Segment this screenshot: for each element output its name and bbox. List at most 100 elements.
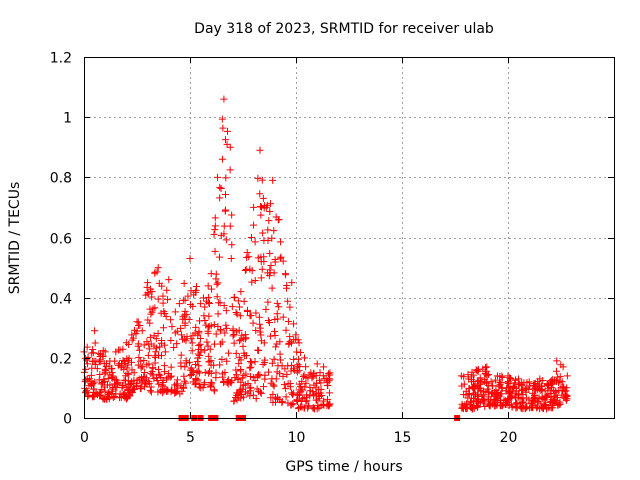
data-point — [284, 297, 292, 305]
data-point — [275, 303, 283, 311]
data-point — [306, 387, 314, 395]
data-point — [259, 194, 267, 202]
data-point — [178, 331, 186, 339]
data-point — [267, 261, 275, 269]
data-point — [123, 395, 131, 403]
data-point — [506, 394, 514, 402]
data-point — [143, 283, 151, 291]
data-point — [251, 377, 259, 385]
data-point — [99, 379, 107, 387]
data-point — [127, 380, 135, 388]
data-point — [137, 357, 145, 365]
data-point — [481, 402, 489, 410]
data-point — [256, 146, 264, 154]
data-point — [474, 399, 482, 407]
x-tick-label: 15 — [394, 430, 412, 446]
data-point — [256, 190, 264, 198]
data-point — [222, 307, 230, 315]
data-point — [271, 316, 279, 324]
data-point — [537, 400, 545, 408]
data-point — [188, 370, 196, 378]
data-point — [550, 393, 558, 401]
data-point — [222, 321, 230, 329]
data-point — [277, 253, 285, 261]
data-point — [268, 359, 276, 367]
data-point — [290, 320, 298, 328]
data-point — [518, 379, 526, 387]
data-point — [533, 397, 541, 405]
data-point — [158, 381, 166, 389]
data-point — [104, 389, 112, 397]
data-point — [134, 361, 142, 369]
data-point — [269, 398, 277, 406]
data-point — [100, 395, 108, 403]
data-point — [120, 365, 128, 373]
data-point — [260, 339, 268, 347]
data-point — [179, 315, 187, 323]
data-point — [301, 404, 309, 412]
data-point — [181, 377, 189, 385]
data-point — [211, 222, 219, 230]
data-point — [319, 372, 327, 380]
data-point — [317, 379, 325, 387]
data-point — [89, 380, 97, 388]
data-point — [235, 326, 243, 334]
data-point — [140, 373, 148, 381]
data-point — [149, 371, 157, 379]
data-point — [211, 214, 219, 222]
data-point — [214, 322, 222, 330]
data-point — [91, 360, 99, 368]
data-point — [310, 404, 318, 412]
data-point — [504, 372, 512, 380]
data-point — [181, 307, 189, 315]
data-point — [487, 378, 495, 386]
data-point — [293, 396, 301, 404]
data-point — [146, 333, 154, 341]
data-point — [216, 194, 224, 202]
data-point — [288, 339, 296, 347]
data-point — [525, 378, 533, 386]
data-point — [249, 319, 257, 327]
data-point — [128, 366, 136, 374]
data-point — [469, 404, 477, 412]
data-point — [224, 376, 232, 384]
data-point — [177, 362, 185, 370]
data-point — [498, 390, 506, 398]
data-point — [96, 371, 104, 379]
data-point — [84, 353, 92, 361]
data-point — [89, 345, 97, 353]
data-point — [188, 339, 196, 347]
data-point — [137, 385, 145, 393]
y-tick-label: 0.8 — [50, 171, 72, 187]
data-point — [266, 207, 274, 215]
data-point — [254, 174, 262, 182]
data-point — [159, 324, 167, 332]
data-point — [465, 375, 473, 383]
data-point — [157, 309, 165, 317]
data-point — [242, 266, 250, 274]
data-point — [459, 402, 467, 410]
data-point — [151, 269, 159, 277]
data-point — [252, 326, 260, 334]
data-point — [265, 319, 273, 327]
data-point — [258, 176, 266, 184]
data-point — [539, 377, 547, 385]
data-point — [182, 337, 190, 345]
data-point — [175, 300, 183, 308]
data-point — [204, 282, 212, 290]
data-point — [269, 176, 277, 184]
x-tick-label: 20 — [500, 430, 518, 446]
data-point — [147, 340, 155, 348]
data-point — [195, 362, 203, 370]
data-point — [542, 394, 550, 402]
data-point — [276, 338, 284, 346]
data-point — [101, 387, 109, 395]
data-point — [276, 350, 284, 358]
data-point — [271, 327, 279, 335]
data-point — [91, 339, 99, 347]
data-point — [192, 361, 200, 369]
data-point — [256, 388, 264, 396]
data-point — [147, 388, 155, 396]
data-point — [272, 343, 280, 351]
data-point — [181, 319, 189, 327]
